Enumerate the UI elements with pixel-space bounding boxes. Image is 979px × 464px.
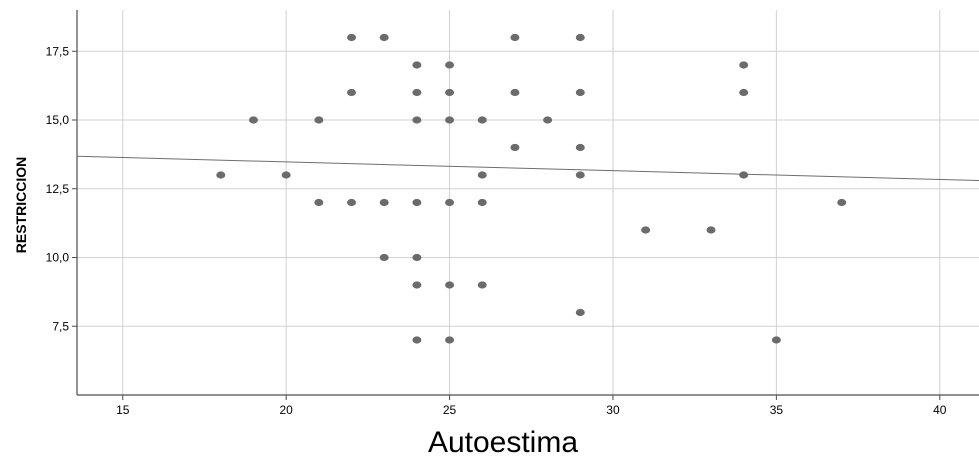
- data-point: [477, 171, 487, 179]
- data-point: [445, 88, 455, 97]
- data-point: [412, 61, 422, 69]
- data-point: [510, 88, 520, 97]
- data-point: [347, 198, 357, 207]
- y-tick-label: 17,5: [46, 44, 70, 58]
- data-point: [445, 336, 455, 344]
- data-point: [641, 226, 651, 234]
- data-point: [347, 88, 357, 97]
- data-point: [575, 171, 585, 179]
- data-point: [510, 143, 520, 152]
- data-point: [379, 253, 389, 262]
- data-point: [575, 33, 585, 42]
- data-point: [510, 33, 520, 42]
- data-point: [248, 116, 258, 124]
- data-point: [575, 143, 585, 152]
- x-axis-title: Autoestima: [428, 426, 578, 459]
- data-point: [739, 88, 749, 97]
- y-tick-label: 10,0: [46, 251, 70, 265]
- x-tick-label: 25: [443, 403, 457, 417]
- data-point: [837, 198, 847, 207]
- x-tick-label: 15: [116, 403, 130, 417]
- data-point: [281, 171, 291, 179]
- data-point: [347, 33, 357, 42]
- y-axis-title: RESTRICCION: [13, 157, 29, 253]
- data-point: [314, 198, 324, 207]
- data-point: [477, 198, 487, 207]
- data-point: [445, 281, 455, 289]
- grid-layer: [77, 10, 979, 395]
- data-point: [739, 171, 749, 179]
- y-tick-label: 15,0: [46, 113, 70, 127]
- data-point: [477, 116, 487, 124]
- data-point: [445, 116, 455, 124]
- data-point: [771, 336, 781, 344]
- y-tick-label: 12,5: [46, 182, 70, 196]
- data-point: [379, 33, 389, 42]
- data-point: [379, 198, 389, 207]
- data-point: [575, 308, 585, 317]
- y-tick-label: 7,5: [52, 319, 69, 333]
- data-point: [445, 61, 455, 69]
- data-point: [216, 171, 226, 179]
- x-tick-label: 35: [770, 403, 784, 417]
- data-point: [412, 281, 422, 289]
- data-point: [412, 198, 422, 207]
- data-point: [575, 88, 585, 97]
- point-layer: [216, 33, 847, 344]
- data-point: [412, 253, 422, 262]
- x-tick-label: 40: [933, 403, 947, 417]
- data-point: [739, 61, 749, 69]
- data-point: [412, 116, 422, 124]
- data-point: [412, 88, 422, 97]
- data-point: [445, 198, 455, 207]
- x-tick-label: 30: [606, 403, 620, 417]
- data-point: [706, 226, 716, 234]
- fit-line: [76, 155, 979, 181]
- data-point: [412, 336, 422, 344]
- tick-layer: 15 20 25 30 35 40 7,5 10,0 12,5 15,0 17,5: [46, 44, 947, 417]
- axis-layer: [76, 10, 979, 396]
- data-point: [477, 281, 487, 289]
- x-tick-label: 20: [279, 403, 293, 417]
- fit-line-layer: [76, 155, 979, 181]
- data-point: [314, 116, 324, 124]
- data-point: [543, 116, 553, 124]
